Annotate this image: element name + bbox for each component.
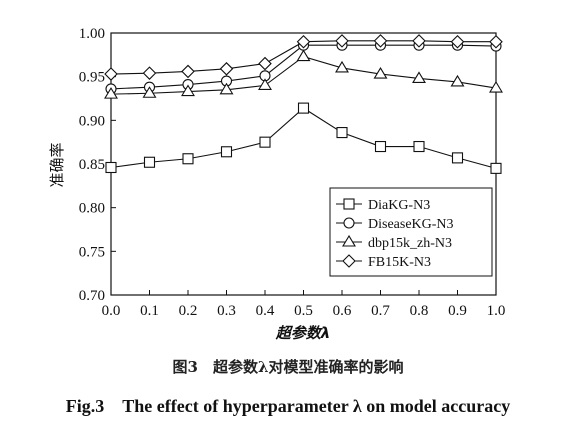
series-fb15k-n3 [104,34,503,81]
data-point-diakg-n3 [143,156,156,168]
y-axis-label: 准确率 [48,142,66,187]
data-point-diakg-n3 [220,146,233,158]
data-point-dbp15k-zh-n3 [142,86,157,98]
data-point-fb15k-n3 [335,34,349,48]
data-point-fb15k-n3 [258,56,272,71]
x-tick-label: 0.6 [333,303,352,319]
legend-label-diakg-n3: DiaKG-N3 [368,198,430,213]
data-point-diakg-n3 [374,140,387,153]
x-tick-label: 0.0 [102,303,121,319]
accuracy-line-chart: 0.700.750.800.850.900.951.00 0.0 0.1 0.2 0.… [48,26,506,342]
y-tick-label: 1.00 [79,26,105,42]
data-point-diakg-n3 [297,102,310,114]
data-point-diakg-n3 [105,161,117,174]
series-line-dbp15k-zh-n3 [110,55,497,95]
legend: DiaKG-N3 DiseaseKG-N3 dbp15k_zh-N3 FB15K-N3 [329,187,493,277]
data-point-diakg-n3 [336,127,348,139]
series-dbp15k-zh-n3 [104,49,503,99]
x-tick-label: 0.2 [179,303,198,319]
x-tick-label: 1.0 [487,303,506,319]
legend-label-diseasekg-n3: DiseaseKG-N3 [368,217,454,232]
data-point-fb15k-n3 [296,34,311,49]
x-axis-label: 超参数λ [275,324,331,342]
y-tick-label: 0.95 [79,70,105,86]
figure-caption-english: Fig.3 The effect of hyperparameter λ on … [65,396,511,416]
legend-marker-diakg-n3 [343,198,355,210]
series-group [104,34,503,174]
x-tick-label: 0.8 [410,303,429,319]
data-point-fb15k-n3 [181,64,195,79]
data-point-dbp15k-zh-n3 [104,87,118,99]
data-point-dbp15k-zh-n3 [258,78,272,90]
x-tick-label: 0.1 [140,303,159,319]
data-point-fb15k-n3 [373,34,388,48]
x-axis-ticks: 0.0 0.1 0.2 0.3 0.4 0.5 0.6 0.7 0.8 0.9 1.0 [102,290,506,319]
y-tick-label: 0.70 [79,288,105,304]
x-tick-label: 0.4 [256,303,275,319]
data-point-diakg-n3 [259,136,271,148]
data-point-dbp15k-zh-n3 [335,60,349,73]
series-line-diakg-n3 [110,107,497,169]
data-point-dbp15k-zh-n3 [373,66,388,79]
data-point-dbp15k-zh-n3 [489,80,503,93]
data-point-dbp15k-zh-n3 [450,74,465,87]
legend-marker-dbp15k-zh-n3 [342,234,356,247]
y-tick-label: 0.80 [79,201,105,217]
legend-label-dbp15k-zh-n3: dbp15k_zh-N3 [368,236,452,251]
data-point-dbp15k-zh-n3 [219,82,234,95]
y-tick-label: 0.85 [79,157,105,173]
data-point-diakg-n3 [413,140,425,153]
y-axis-ticks: 0.70 0.75 0.80 0.85 0.90 0.95 1.00 [79,26,116,304]
data-point-fb15k-n3 [450,34,465,49]
x-tick-label: 0.5 [294,303,313,319]
x-tick-label: 0.7 [371,303,390,319]
data-point-diakg-n3 [451,152,464,164]
data-point-fb15k-n3 [489,34,503,49]
x-tick-label: 0.9 [448,303,467,319]
data-point-fb15k-n3 [219,62,234,76]
y-tick-label: 0.75 [79,244,105,260]
data-point-dbp15k-zh-n3 [412,71,426,83]
legend-marker-diseasekg-n3 [343,217,355,229]
data-point-diakg-n3 [490,162,502,174]
legend-marker-fb15k-n3 [342,254,356,268]
data-point-diakg-n3 [182,153,194,165]
figure-caption-chinese: 图3 超参数λ对模型准确率的影响 [172,358,404,376]
data-point-dbp15k-zh-n3 [296,49,311,62]
legend-label-fb15k-n3: FB15K-N3 [368,255,431,270]
x-tick-label: 0.3 [217,303,236,319]
data-point-dbp15k-zh-n3 [181,84,195,97]
data-point-fb15k-n3 [142,66,157,80]
y-tick-label: 0.90 [79,113,105,129]
data-point-fb15k-n3 [412,34,426,48]
data-point-fb15k-n3 [104,67,118,81]
series-diakg-n3 [105,102,502,174]
